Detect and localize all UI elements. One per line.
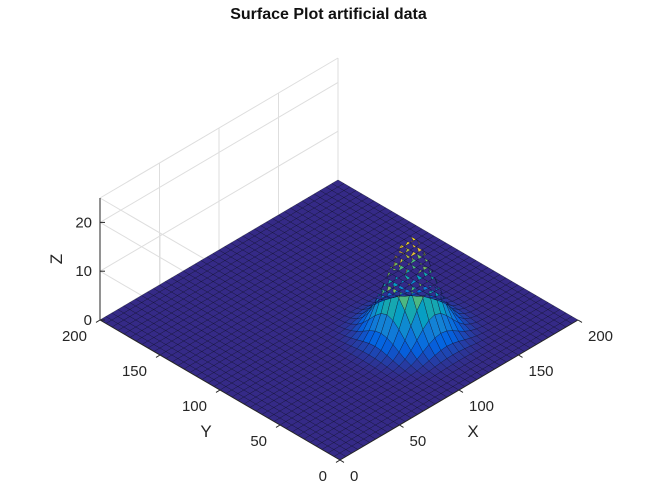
x-tick-label: 50 [410, 433, 427, 450]
y-tick-label: 100 [182, 398, 207, 415]
x-tick-label: 0 [350, 468, 358, 485]
axes [95, 198, 583, 463]
x-tick [518, 354, 523, 358]
surface-mesh [99, 179, 579, 461]
z-tick-label: 20 [75, 214, 92, 231]
x-tick-label: 200 [588, 328, 613, 345]
y-tick-label: 0 [319, 468, 327, 485]
grid-line [99, 130, 339, 272]
y-tick [95, 319, 101, 323]
chart-title: Surface Plot artificial data [230, 6, 427, 23]
y-tick [215, 389, 221, 393]
y-axis-label: Y [200, 422, 211, 441]
y-tick-label: 200 [62, 328, 87, 345]
y-tick [335, 459, 341, 463]
x-tick [577, 319, 583, 323]
z-axis-label: Z [47, 254, 66, 264]
y-tick [155, 354, 161, 358]
y-tick-label: 50 [250, 433, 267, 450]
y-tick [275, 424, 281, 428]
grid-line [99, 81, 339, 223]
x-tick-label: 100 [469, 398, 494, 415]
y-tick-label: 150 [122, 363, 147, 380]
z-tick-label: 0 [84, 312, 92, 329]
box-edge [99, 57, 339, 199]
x-tick [339, 459, 345, 463]
z-tick-label: 10 [75, 263, 92, 280]
x-axis-label: X [467, 422, 478, 441]
x-tick [458, 389, 464, 393]
x-tick-label: 150 [529, 363, 554, 380]
x-tick [399, 424, 404, 428]
